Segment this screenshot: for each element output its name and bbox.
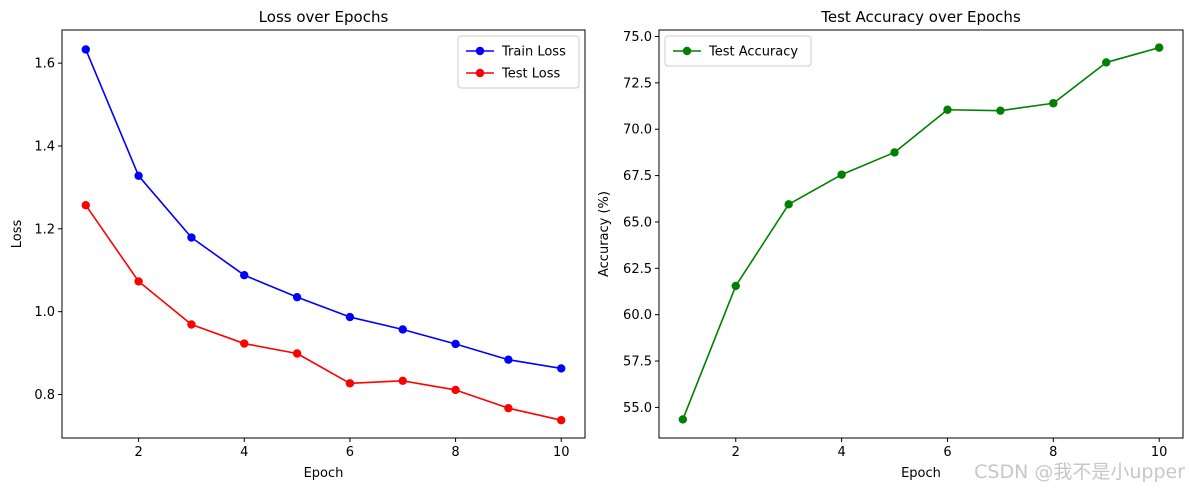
y-axis-label: Accuracy (%) xyxy=(597,191,612,277)
legend-label: Train Loss xyxy=(501,45,566,60)
x-tick-label: 4 xyxy=(240,445,248,460)
data-point xyxy=(731,281,740,291)
data-point xyxy=(240,271,249,280)
legend: Train Loss Test Loss xyxy=(457,35,580,89)
data-point xyxy=(292,292,302,302)
y-tick-label: 55.0 xyxy=(623,401,652,416)
data-point xyxy=(134,277,143,286)
data-point xyxy=(890,148,899,157)
series-line-0 xyxy=(85,49,562,370)
legend-box xyxy=(664,35,812,67)
data-point xyxy=(187,233,196,242)
x-tick-label: 6 xyxy=(943,445,951,460)
data-point xyxy=(504,403,513,413)
axes-frame xyxy=(658,29,1184,439)
x-tick-label: 8 xyxy=(1049,445,1057,460)
legend-box xyxy=(457,35,580,89)
data-point xyxy=(837,170,846,179)
data-point xyxy=(398,325,407,334)
y-tick-label: 67.5 xyxy=(623,169,652,184)
data-point xyxy=(134,171,143,181)
x-tick-label: 10 xyxy=(1151,445,1168,460)
data-point xyxy=(996,106,1005,115)
y-tick-label: 1.6 xyxy=(34,57,55,72)
accuracy-chart: Test Accuracy over Epochs 2 4 6 8 10 55.0 57.5 6… xyxy=(597,8,1184,481)
data-point xyxy=(451,385,460,395)
y-tick-label: 1.0 xyxy=(34,305,55,320)
y-tick-label: 70.0 xyxy=(623,123,652,138)
data-point xyxy=(187,320,196,329)
y-tick-label: 62.5 xyxy=(623,262,652,277)
x-axis-label: Epoch xyxy=(901,466,941,481)
series-line-1 xyxy=(85,204,562,421)
data-point xyxy=(345,379,355,388)
chart-title: Test Accuracy over Epochs xyxy=(820,8,1021,26)
data-point xyxy=(292,349,302,358)
axes-frame xyxy=(61,29,586,439)
data-point xyxy=(943,105,952,114)
x-tick-label: 2 xyxy=(732,445,740,460)
data-point xyxy=(557,364,566,373)
y-tick-label: 60.0 xyxy=(623,308,652,323)
series-line-0 xyxy=(682,46,1160,420)
y-tick-label: 57.5 xyxy=(623,355,652,370)
chart-title: Loss over Epochs xyxy=(259,8,389,26)
data-point xyxy=(504,355,513,364)
data-point xyxy=(451,339,460,349)
x-tick-label: 4 xyxy=(837,445,845,460)
y-axis-label: Loss xyxy=(10,220,25,249)
x-tick-label: 10 xyxy=(553,445,570,460)
data-point xyxy=(81,45,90,54)
data-point xyxy=(345,312,355,322)
x-axis-label: Epoch xyxy=(304,466,344,481)
y-tick-label: 75.0 xyxy=(623,30,652,45)
x-tick-label: 6 xyxy=(346,445,354,460)
x-tick-label: 8 xyxy=(451,445,459,460)
data-point xyxy=(240,339,249,348)
watermark-text: CSDN @我不是小upper xyxy=(974,461,1185,483)
y-tick-label: 0.8 xyxy=(34,388,55,403)
loss-chart: Loss over Epochs 2 4 6 8 10 0.8 1.0 1.2 1.4 1.6 Epo… xyxy=(10,8,586,481)
legend-marker xyxy=(475,46,485,56)
data-point xyxy=(1154,43,1164,52)
data-point xyxy=(81,201,90,210)
data-point xyxy=(1049,99,1058,108)
data-point xyxy=(678,415,688,424)
y-tick-label: 1.2 xyxy=(34,222,55,237)
y-tick-label: 65.0 xyxy=(623,215,652,230)
legend-label: Test Accuracy xyxy=(708,45,798,60)
data-point xyxy=(398,376,407,386)
legend-marker xyxy=(682,46,692,56)
data-point xyxy=(1102,58,1111,67)
y-tick-label: 1.4 xyxy=(34,139,55,154)
x-tick-label: 2 xyxy=(134,445,142,460)
data-point xyxy=(784,200,793,209)
legend: Test Accuracy xyxy=(664,35,812,67)
legend-marker xyxy=(475,68,485,78)
data-point xyxy=(557,415,566,425)
y-tick-label: 72.5 xyxy=(623,76,652,91)
legend-label: Test Loss xyxy=(501,67,560,82)
